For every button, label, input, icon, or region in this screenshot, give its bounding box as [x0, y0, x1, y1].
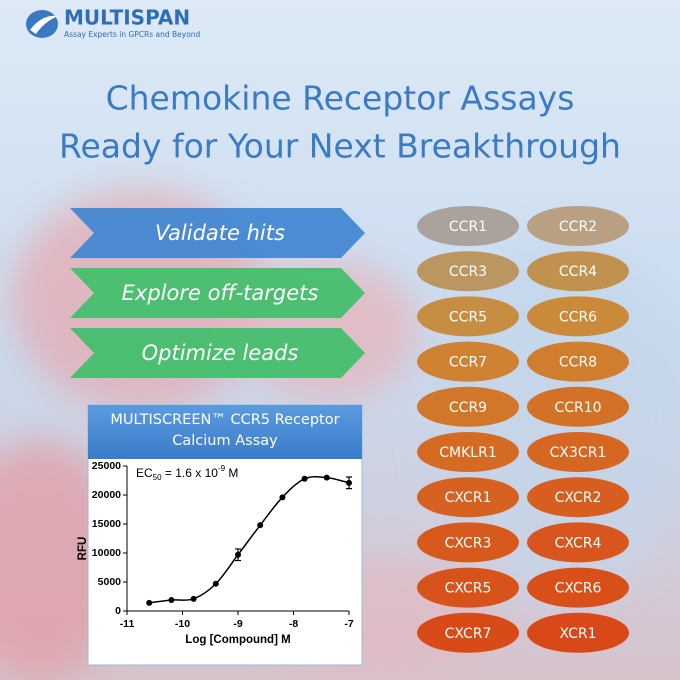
chart-header — [88, 405, 362, 459]
receptor-pill — [417, 251, 519, 292]
data-point — [323, 474, 330, 481]
receptor-pill — [527, 567, 629, 608]
data-point — [279, 494, 286, 501]
tagline: Assay Experts in GPCRs and Beyond — [64, 30, 201, 39]
chart-title: Calcium Assay — [172, 433, 278, 449]
receptor-pill — [527, 296, 629, 337]
annotation-text: EC — [136, 466, 153, 480]
receptor-label: CXCR3 — [445, 535, 492, 551]
x-tick-label: -8 — [289, 618, 298, 630]
receptor-label: CCR5 — [449, 309, 487, 325]
receptor-label: CCR4 — [559, 264, 597, 280]
y-tick-label: 25000 — [92, 460, 121, 472]
receptor-label: CCR10 — [554, 400, 601, 416]
receptor-pill — [417, 567, 519, 608]
chart-panel: MULTISCREEN™ CCR5 Receptor Calcium Assay… — [77, 404, 363, 666]
receptor-pill — [527, 341, 629, 382]
arrow — [70, 328, 365, 378]
x-axis-label: Log [Compound] M — [185, 634, 290, 646]
receptor-pill — [527, 432, 629, 472]
receptor-pill — [527, 206, 629, 246]
arrow-label: Optimize leads — [142, 341, 299, 365]
receptor-pill — [527, 477, 629, 518]
annotation-sub: 50 — [153, 473, 162, 482]
receptor-label: CXCR6 — [555, 581, 602, 597]
arrow-label: Explore off-targets — [122, 281, 319, 305]
receptor-label: CXCR1 — [445, 490, 492, 506]
fit-curve — [149, 475, 350, 604]
receptor-label: CXCR7 — [445, 626, 492, 642]
receptor-label: CCR1 — [449, 219, 487, 235]
receptor-pill — [417, 522, 519, 563]
x-tick-label: -10 — [175, 618, 190, 630]
receptor-label: CCR8 — [559, 355, 597, 371]
receptor-label: CCR3 — [449, 264, 487, 280]
receptor-pill — [417, 477, 519, 518]
data-point — [146, 599, 153, 606]
y-tick-label: 10000 — [92, 547, 121, 559]
headline: Ready for Your Next Breakthrough — [59, 127, 621, 166]
arrow — [70, 208, 365, 258]
arrow — [70, 268, 365, 318]
receptor-pill — [417, 612, 519, 653]
receptor-pill — [527, 522, 629, 563]
brand: MULTISPAN — [64, 6, 190, 30]
receptor-pill — [527, 251, 629, 292]
y-tick-label: 15000 — [92, 518, 121, 530]
headline: Chemokine Receptor Assays — [106, 79, 575, 118]
y-tick-label: 5000 — [98, 576, 122, 588]
receptor-pill — [527, 386, 629, 427]
receptor-list: CCR1 CCR2 CCR3 CCR4 CCR5 CCR6 CCR7 CCR8 CCR9 CCR1… — [417, 206, 629, 653]
annotation-text: = 1.6 x 10 — [162, 466, 219, 480]
annotation-text: M — [225, 466, 238, 480]
receptor-pill — [417, 341, 519, 382]
y-tick-label: 20000 — [92, 489, 121, 501]
receptor-label: CCR9 — [449, 400, 487, 416]
arrow-label: Validate hits — [155, 221, 285, 245]
logo-swoosh — [30, 15, 58, 34]
data-point — [168, 596, 175, 603]
data-point — [346, 479, 352, 486]
receptor-label: CXCR2 — [555, 490, 602, 506]
arrows: Validate hits Explore off-targets Optimize… — [70, 208, 365, 378]
receptor-pill — [527, 612, 629, 653]
annotation: EC50 = 1.6 x 10-9 M — [136, 464, 238, 482]
data-point — [257, 522, 264, 529]
receptor-pill — [417, 432, 519, 472]
logo: MULTISPAN Assay Experts in GPCRs and Bey… — [26, 6, 201, 39]
plot: 0 5000 10000 15000 20000 25000 -11 -10 -9 -8 -7 Log… — [77, 460, 354, 646]
x-tick-label: -11 — [120, 618, 135, 630]
data-point — [190, 595, 197, 602]
receptor-pill — [417, 206, 519, 246]
receptor-label: XCR1 — [560, 626, 597, 642]
y-tick-label: 0 — [115, 605, 121, 617]
receptor-label: CCR7 — [449, 355, 487, 371]
receptor-label: CXCR5 — [445, 581, 492, 597]
y-axis-label: RFU — [77, 537, 89, 561]
receptor-label: CMKLR1 — [439, 445, 496, 461]
data-point — [301, 475, 308, 482]
receptor-pill — [417, 386, 519, 427]
receptor-label: CXCR4 — [555, 535, 602, 551]
receptor-label: CCR6 — [559, 309, 597, 325]
data-point — [235, 551, 241, 558]
x-tick-label: -9 — [233, 618, 242, 630]
data-point — [212, 580, 219, 587]
receptor-label: CCR2 — [559, 219, 597, 235]
chart-title: MULTISCREEN™ CCR5 Receptor — [110, 412, 339, 428]
receptor-label: CX3CR1 — [550, 445, 607, 461]
x-tick-label: -7 — [344, 618, 353, 630]
receptor-pill — [417, 296, 519, 337]
annotation-sup: -9 — [218, 464, 226, 473]
